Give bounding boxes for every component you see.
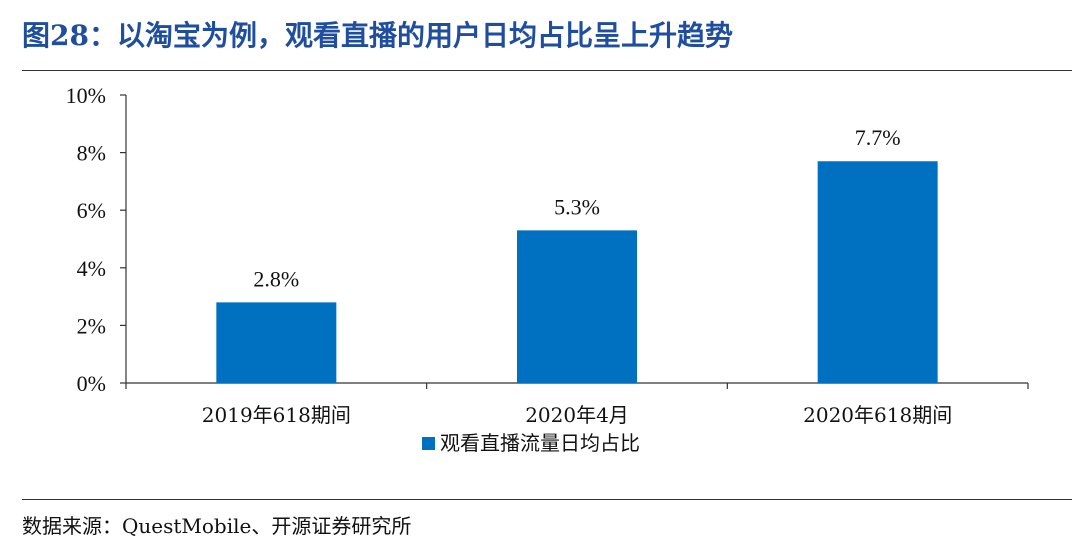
footer-divider: [22, 499, 1072, 500]
bar: [517, 230, 637, 383]
bar: [216, 302, 337, 383]
chart-bars: 2.8% 5.3% 7.7%: [216, 125, 938, 383]
bar: [817, 161, 938, 383]
data-label: 2.8%: [253, 266, 299, 291]
legend-label: 观看直播流量日均占比: [440, 431, 640, 455]
x-category-label: 2020年618期间: [803, 403, 952, 427]
legend-swatch: [422, 437, 435, 450]
y-tick-label: 4%: [77, 256, 106, 281]
y-tick-label: 10%: [66, 83, 106, 108]
data-label: 7.7%: [855, 125, 901, 150]
y-tick-label: 8%: [77, 141, 106, 166]
chart-title: 图28：以淘宝为例，观看直播的用户日均占比呈上升趋势: [22, 19, 733, 52]
title-divider: [22, 70, 1072, 71]
bar-chart: 0% 2% 4% 6% 8% 10% 2019年618期间 2020年4月 2020年618期间…: [66, 83, 1029, 455]
chart-legend: 观看直播流量日均占比: [422, 431, 640, 455]
x-category-label: 2020年4月: [525, 403, 629, 427]
source-note: 数据来源：QuestMobile、开源证券研究所: [22, 514, 412, 538]
x-category-label: 2019年618期间: [202, 403, 351, 427]
y-tick-label: 0%: [77, 371, 106, 396]
data-label: 5.3%: [554, 194, 600, 219]
y-tick-label: 6%: [77, 198, 106, 223]
y-tick-label: 2%: [77, 313, 106, 338]
